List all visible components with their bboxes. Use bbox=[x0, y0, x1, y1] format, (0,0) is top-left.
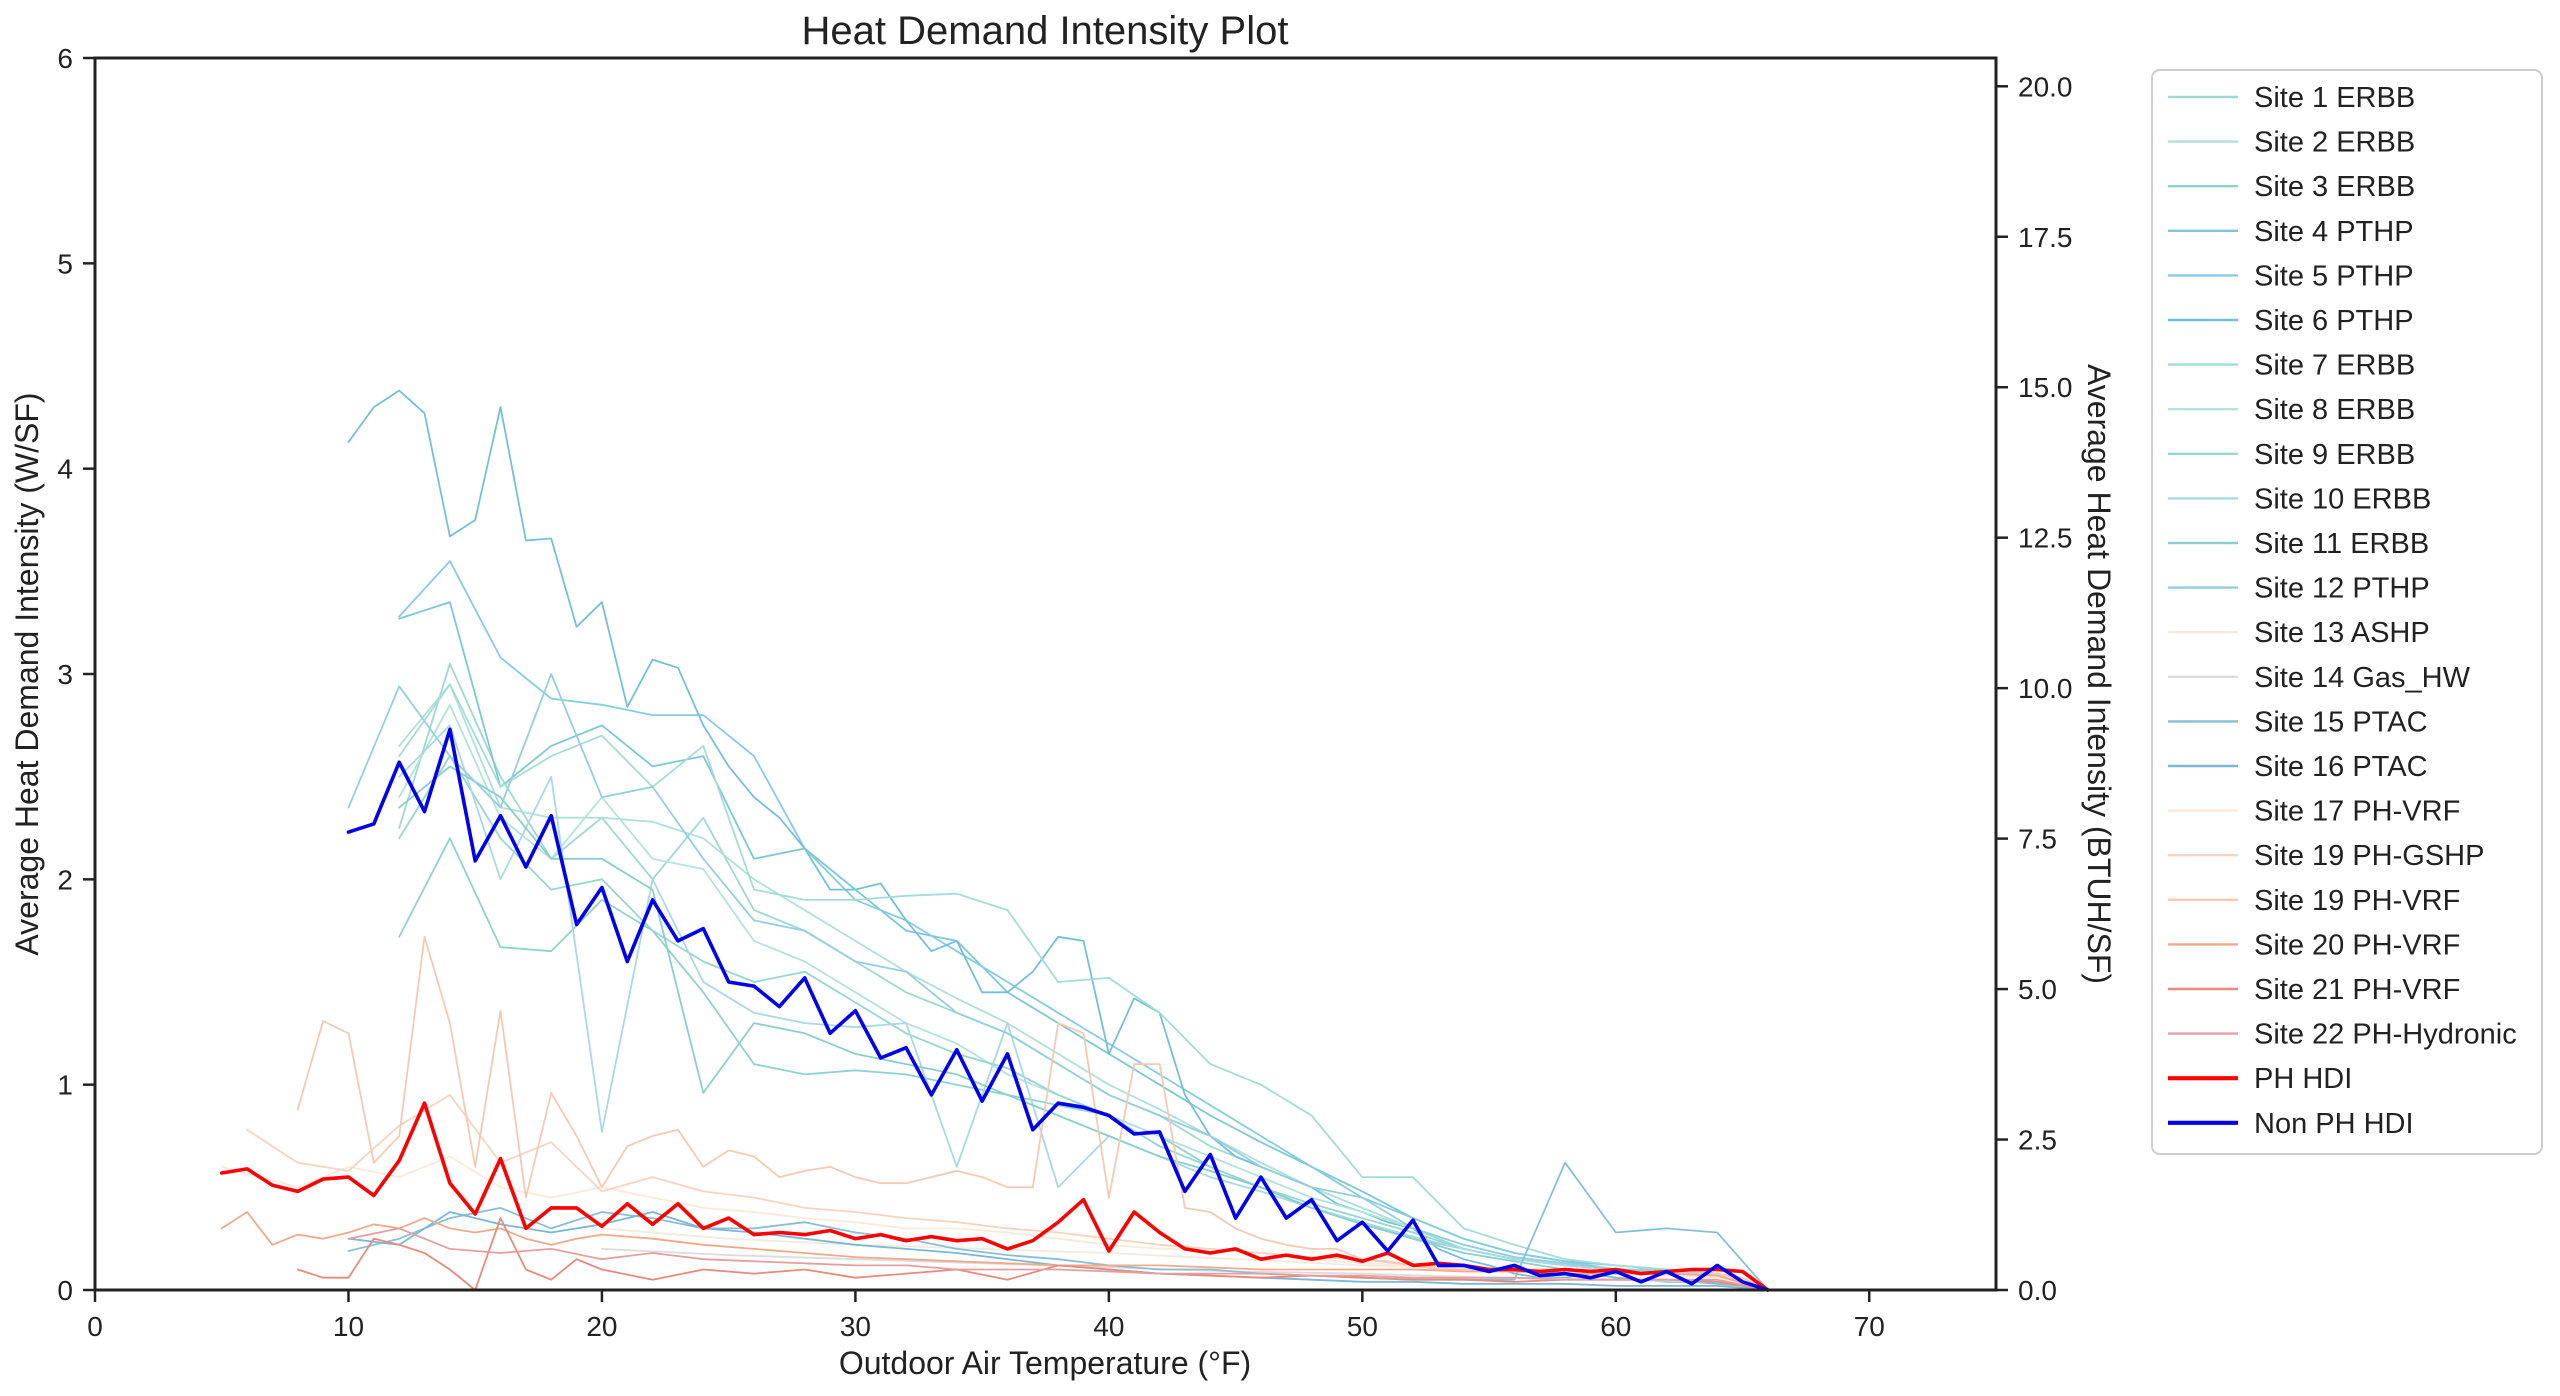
y-tick-label: 0 bbox=[57, 1275, 73, 1306]
plot-area bbox=[93, 56, 1998, 1292]
y2-tick-label: 20.0 bbox=[2018, 71, 2073, 102]
legend-label-site-13-ashp: Site 13 ASHP bbox=[2254, 617, 2430, 649]
legend-label-site-10-erbb: Site 10 ERBB bbox=[2254, 483, 2431, 515]
series-line-site-11-erbb bbox=[398, 765, 1769, 1291]
y2-tick-label: 17.5 bbox=[2018, 222, 2073, 253]
series-line-site-7-erbb bbox=[398, 683, 1769, 1291]
x-tick-label: 60 bbox=[1600, 1311, 1631, 1342]
series-line-site-21-ph-vrf bbox=[296, 1217, 1769, 1291]
legend-items: Site 1 ERBB Site 2 ERBB Site 3 ERBB Site 4 … bbox=[2168, 82, 2517, 1140]
series-layer bbox=[219, 389, 1770, 1292]
legend-label-site-12-pthp: Site 12 PTHP bbox=[2254, 573, 2430, 605]
x-axis: 0 10 20 30 40 50 60 70 bbox=[87, 1290, 1885, 1342]
legend-label-site-4-pthp: Site 4 PTHP bbox=[2254, 216, 2414, 248]
legend-label-site-21-ph-vrf: Site 21 PH-VRF bbox=[2254, 974, 2460, 1006]
x-axis-label: Outdoor Air Temperature (°F) bbox=[839, 1345, 1251, 1381]
series-line-non-ph-hdi bbox=[346, 727, 1770, 1292]
series-line-site-5-pthp bbox=[398, 560, 1769, 1291]
chart-title: Heat Demand Intensity Plot bbox=[802, 9, 1289, 53]
y-tick-label: 6 bbox=[57, 43, 73, 74]
series-line-site-12-pthp bbox=[347, 673, 1769, 1291]
legend: Site 1 ERBB Site 2 ERBB Site 3 ERBB Site 4 … bbox=[2151, 69, 2543, 1155]
y2-tick-label: 7.5 bbox=[2018, 824, 2057, 855]
series-line-site-9-erbb bbox=[398, 755, 1769, 1291]
legend-label-site-16-ptac: Site 16 PTAC bbox=[2254, 751, 2428, 783]
x-tick-label: 0 bbox=[87, 1311, 103, 1342]
legend-label-ph-hdi: PH HDI bbox=[2254, 1063, 2352, 1095]
series-line-site-19-ph-vrf bbox=[296, 935, 1769, 1291]
legend-label-non-ph-hdi: Non PH HDI bbox=[2254, 1108, 2414, 1140]
y-axis-label: Average Heat Demand Intensity (W/SF) bbox=[9, 392, 45, 955]
legend-label-site-9-erbb: Site 9 ERBB bbox=[2254, 439, 2415, 471]
series-line-site-22-ph-hydronic bbox=[347, 1227, 1769, 1291]
series-line-site-10-erbb bbox=[398, 724, 1769, 1291]
legend-label-site-15-ptac: Site 15 PTAC bbox=[2254, 706, 2428, 738]
y-tick-label: 5 bbox=[57, 248, 73, 279]
legend-label-site-19-ph-gshp: Site 19 PH-GSHP bbox=[2254, 840, 2484, 872]
y-axis-left: 0 1 2 3 4 5 6 bbox=[57, 43, 95, 1306]
y2-axis-label: Average Heat Demand Intensity (BTUH/SF) bbox=[2081, 364, 2117, 984]
x-tick-label: 10 bbox=[333, 1311, 364, 1342]
x-tick-label: 50 bbox=[1347, 1311, 1378, 1342]
y2-tick-label: 12.5 bbox=[2018, 523, 2073, 554]
x-tick-label: 40 bbox=[1093, 1311, 1124, 1342]
x-tick-label: 20 bbox=[586, 1311, 617, 1342]
y2-tick-label: 0.0 bbox=[2018, 1275, 2057, 1306]
x-tick-label: 70 bbox=[1854, 1311, 1885, 1342]
series-line-site-13-ashp bbox=[601, 1227, 1769, 1291]
legend-label-site-5-pthp: Site 5 PTHP bbox=[2254, 260, 2414, 292]
legend-label-site-20-ph-vrf: Site 20 PH-VRF bbox=[2254, 929, 2460, 961]
series-line-site-20-ph-vrf bbox=[220, 1211, 1769, 1291]
series-line-site-15-ptac bbox=[347, 1161, 1769, 1291]
y-tick-label: 2 bbox=[57, 864, 73, 895]
legend-label-site-22-ph-hydronic: Site 22 PH-Hydronic bbox=[2254, 1019, 2517, 1051]
series-line-ph-hdi bbox=[219, 1101, 1770, 1292]
y-tick-label: 4 bbox=[57, 454, 73, 485]
y-tick-label: 3 bbox=[57, 659, 73, 690]
y2-tick-label: 10.0 bbox=[2018, 673, 2073, 704]
legend-label-site-17-ph-vrf: Site 17 PH-VRF bbox=[2254, 796, 2460, 828]
legend-label-site-7-erbb: Site 7 ERBB bbox=[2254, 350, 2415, 382]
series-line-site-6-pthp bbox=[347, 389, 1769, 1291]
legend-label-site-2-erbb: Site 2 ERBB bbox=[2254, 127, 2415, 159]
legend-label-site-19-ph-vrf: Site 19 PH-VRF bbox=[2254, 885, 2460, 917]
y-tick-label: 1 bbox=[57, 1070, 73, 1101]
legend-label-site-3-erbb: Site 3 ERBB bbox=[2254, 171, 2415, 203]
y2-tick-label: 5.0 bbox=[2018, 974, 2057, 1005]
legend-label-site-1-erbb: Site 1 ERBB bbox=[2254, 82, 2415, 114]
legend-label-site-6-pthp: Site 6 PTHP bbox=[2254, 305, 2414, 337]
legend-label-site-11-erbb: Site 11 ERBB bbox=[2254, 528, 2429, 560]
series-line-site-1-erbb bbox=[398, 662, 1769, 1291]
legend-label-site-8-erbb: Site 8 ERBB bbox=[2254, 394, 2415, 426]
y-axis-right: 0.0 2.5 5.0 7.5 10.0 12.5 15.0 17.5 20.0 bbox=[1996, 71, 2073, 1306]
x-tick-label: 30 bbox=[840, 1311, 871, 1342]
y2-tick-label: 15.0 bbox=[2018, 372, 2073, 403]
legend-label-site-14-gas-hw: Site 14 Gas_HW bbox=[2254, 662, 2471, 694]
y2-tick-label: 2.5 bbox=[2018, 1125, 2057, 1156]
legend-frame bbox=[2151, 69, 2543, 1155]
